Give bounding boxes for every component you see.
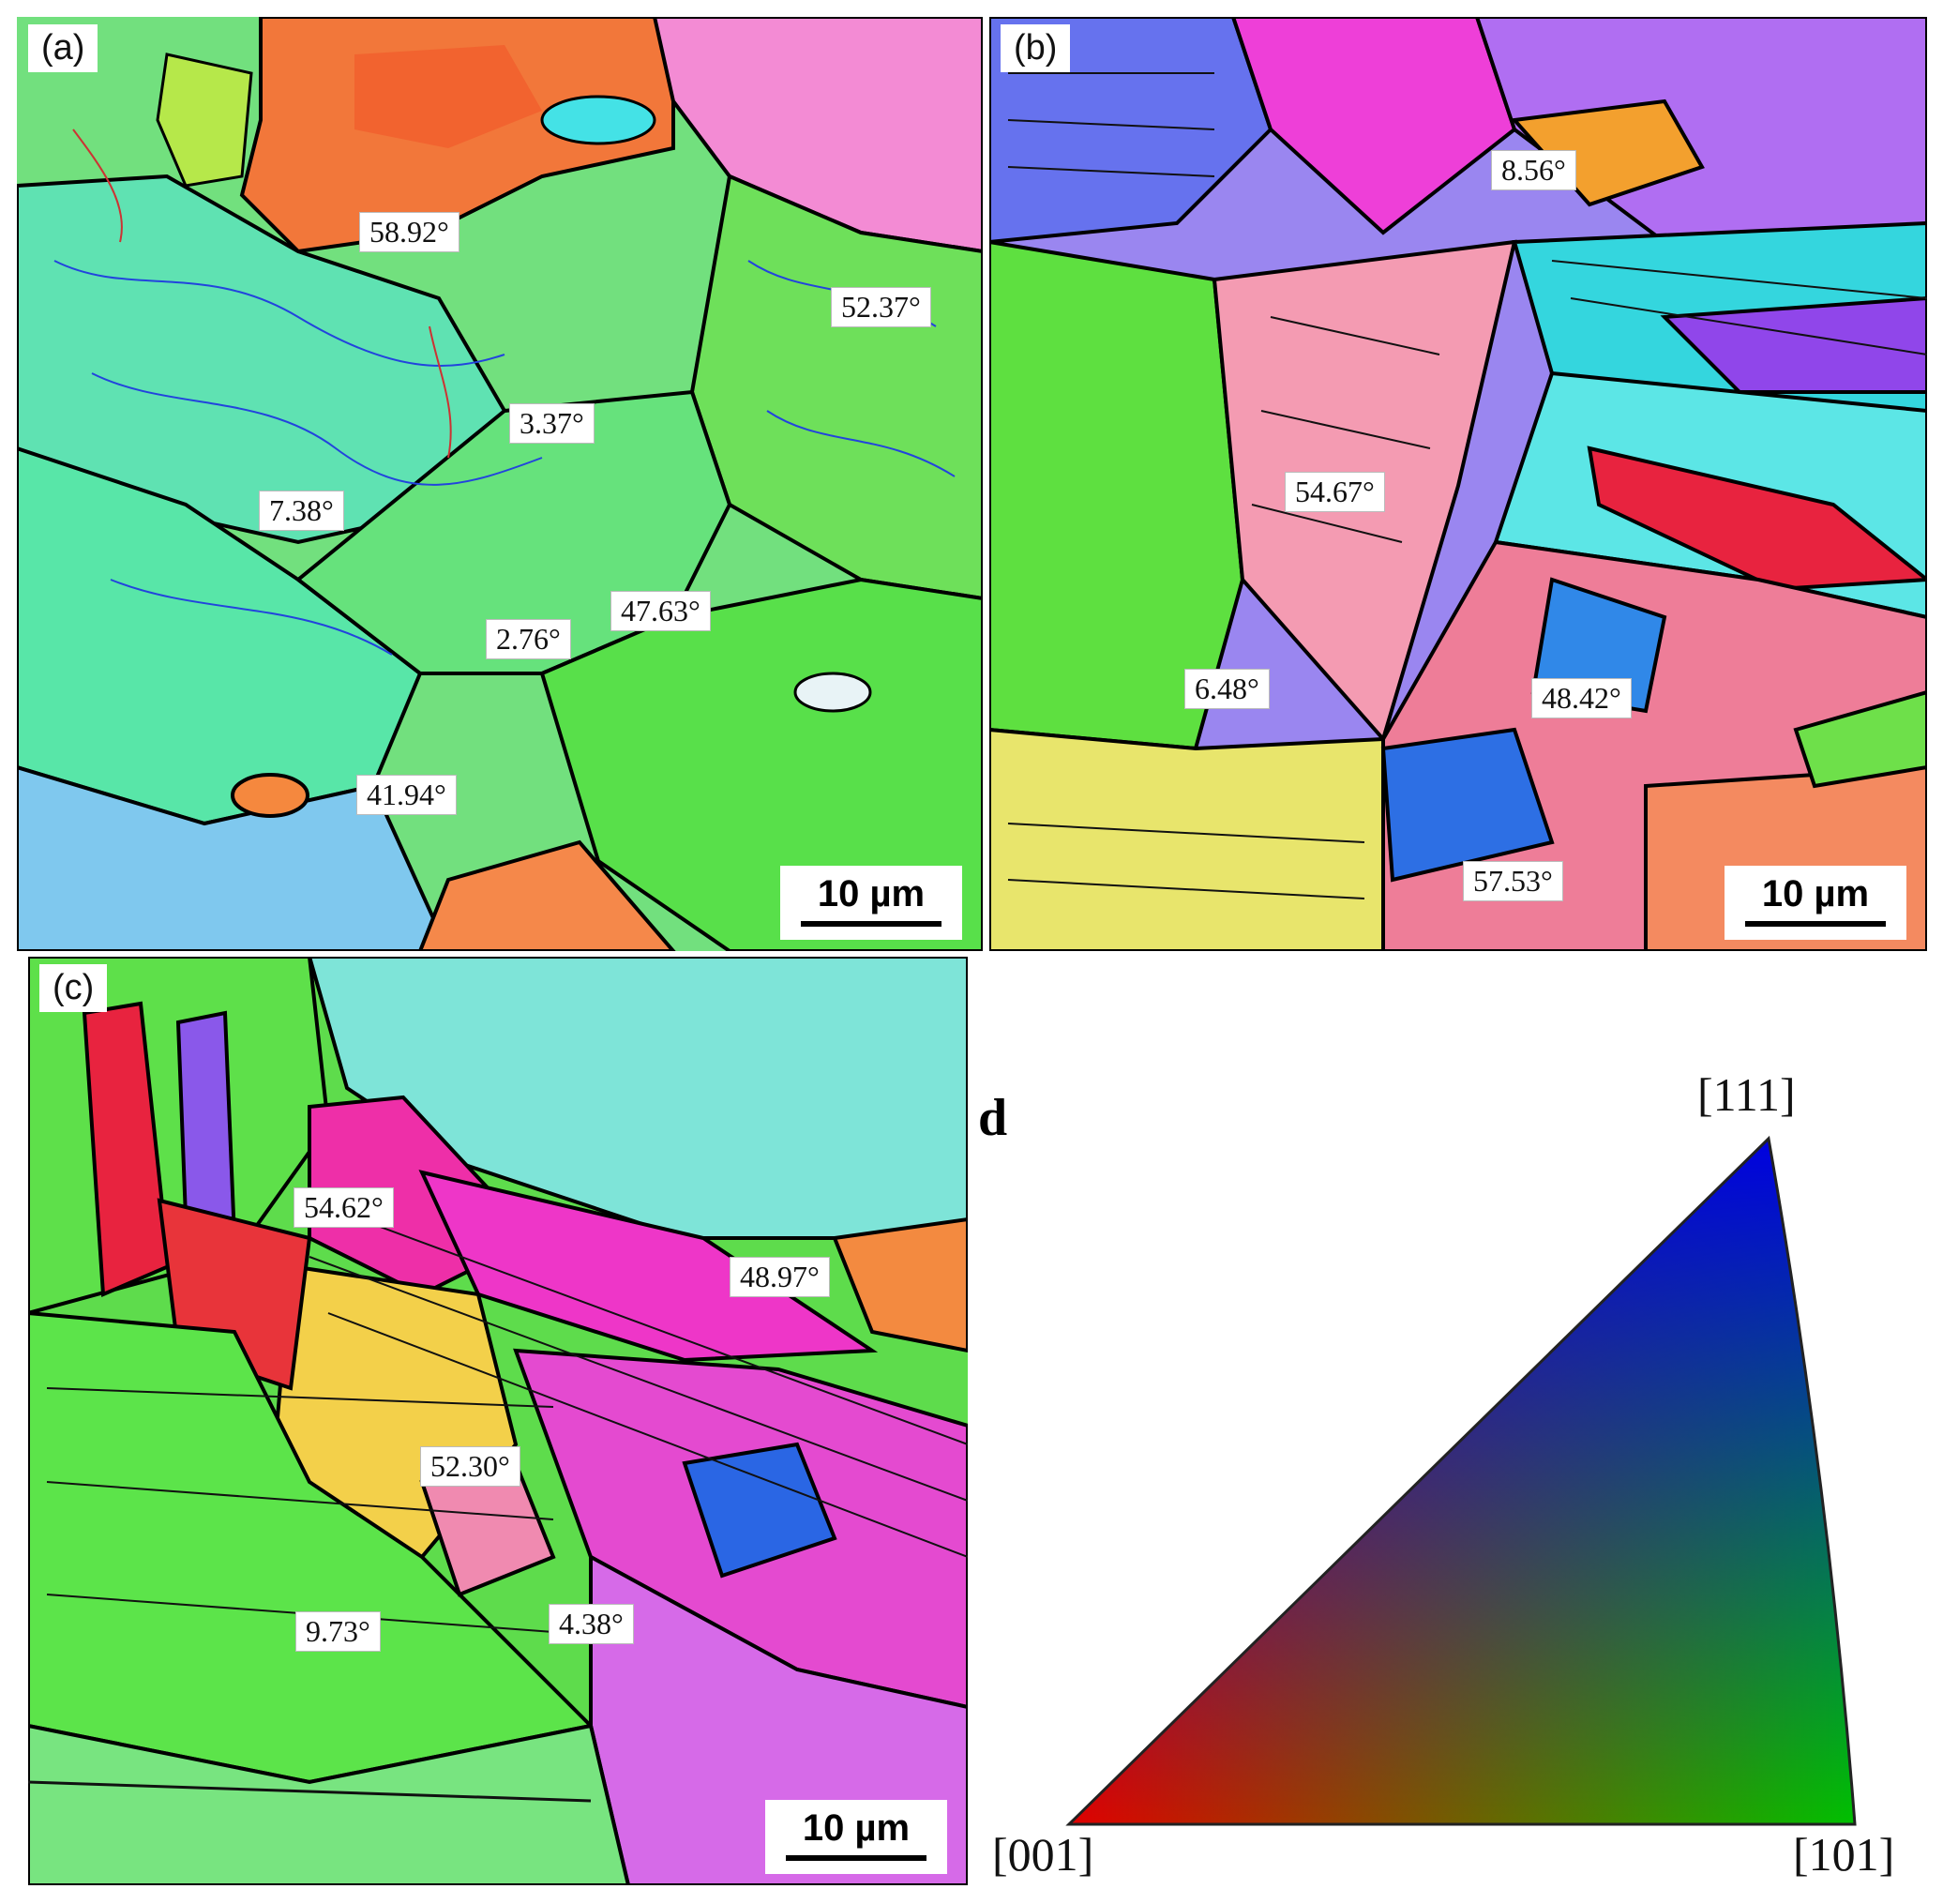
scale-bar-line [801, 921, 941, 927]
ipf-blue-overlay [1069, 1139, 1855, 1824]
angle-label: 54.67° [1285, 472, 1385, 512]
pole-101-label: [101] [1793, 1828, 1895, 1881]
scale-bar-b: 10 µm [1725, 866, 1906, 940]
ipf-outline [1065, 1135, 1857, 1826]
pole-001-label: [001] [992, 1828, 1094, 1881]
angle-label: 7.38° [259, 491, 344, 531]
ebsd-texture-b [989, 17, 1927, 951]
angle-label: 47.63° [610, 591, 711, 631]
angle-label: 52.30° [420, 1446, 520, 1487]
angle-label: 58.92° [359, 212, 459, 252]
scale-bar-c: 10 µm [765, 1800, 947, 1874]
ipf-legend: d [111] [001] [101] [975, 957, 1943, 1904]
scale-bar-label: 10 µm [802, 1807, 911, 1849]
angle-label: 3.37° [509, 403, 595, 444]
angle-label: 54.62° [294, 1187, 394, 1228]
angle-label: 41.94° [356, 775, 457, 815]
scale-bar-label: 10 µm [1761, 873, 1870, 914]
angle-label: 4.38° [549, 1604, 634, 1644]
scale-bar-line [786, 1855, 926, 1861]
angle-label: 8.56° [1491, 150, 1576, 190]
ebsd-texture-c [28, 957, 968, 1885]
angle-label: 57.53° [1463, 861, 1563, 901]
ebsd-map-a: (a) 58.92° 52.37° 3.37° 7.38° 47.63° 2.7… [17, 17, 983, 951]
angle-label: 6.48° [1184, 669, 1270, 709]
scale-bar-a: 10 µm [780, 866, 962, 940]
ipf-triangle [1065, 1135, 1857, 1826]
ebsd-map-c: (c) 54.62° 48.97° 52.30° 9.73° 4.38° 10 … [28, 957, 968, 1885]
panel-label-b: (b) [1001, 24, 1071, 72]
angle-label: 2.76° [486, 619, 571, 659]
angle-label: 9.73° [295, 1611, 381, 1652]
ebsd-map-b: (b) 8.56° 54.67° 6.48° 48.42° 57.53° 10 … [989, 17, 1927, 951]
angle-label: 48.97° [730, 1257, 830, 1297]
ebsd-texture-a [17, 17, 983, 951]
pole-111-label: [111] [1697, 1068, 1796, 1121]
panel-label-a: (a) [28, 24, 98, 72]
angle-label: 48.42° [1531, 678, 1632, 718]
panel-label-d: d [978, 1089, 1008, 1147]
angle-label: 52.37° [831, 287, 931, 327]
panel-label-c: (c) [39, 964, 108, 1012]
scale-bar-label: 10 µm [817, 873, 926, 914]
scale-bar-line [1745, 921, 1886, 927]
